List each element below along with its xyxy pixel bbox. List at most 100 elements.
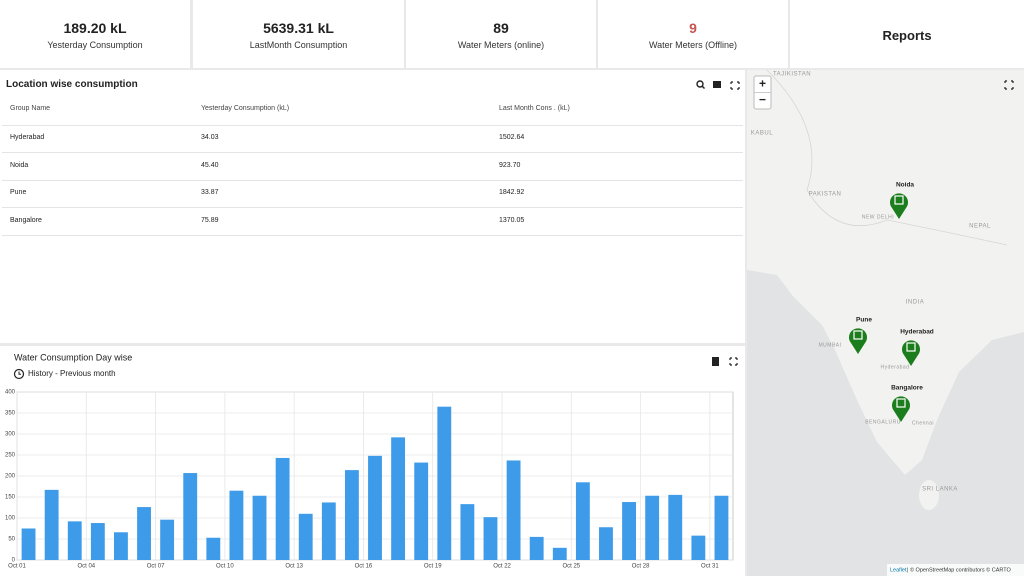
marker-label: Hyderabad bbox=[900, 329, 934, 336]
x-tick-label: Oct 07 bbox=[147, 564, 165, 570]
bar bbox=[183, 473, 198, 560]
bar bbox=[668, 494, 683, 560]
marker-label: Pune bbox=[856, 317, 872, 324]
chart-panel: Water Consumption Day wise History - Pre… bbox=[0, 346, 745, 576]
bar bbox=[67, 521, 82, 560]
search-icon-handle bbox=[701, 85, 705, 89]
column-header: Group Name bbox=[10, 105, 51, 112]
y-tick-label: 350 bbox=[5, 411, 16, 417]
marker-icon bbox=[896, 398, 906, 408]
row-separator bbox=[2, 125, 743, 126]
map-label: SRI LANKA bbox=[922, 487, 958, 493]
bar bbox=[44, 489, 59, 560]
y-tick-label: 400 bbox=[5, 390, 16, 396]
map-label: TAJIKISTAN bbox=[773, 72, 811, 78]
bar bbox=[460, 504, 475, 560]
table-cell: Bangalore bbox=[10, 216, 42, 224]
row-separator bbox=[2, 234, 743, 236]
map-label: INDIA bbox=[906, 300, 925, 306]
map-island bbox=[919, 480, 939, 510]
zoom-in[interactable]: + bbox=[759, 77, 766, 91]
kpi-value: 5639.31 kL bbox=[263, 20, 334, 36]
table-cell: 1370.05 bbox=[499, 216, 525, 224]
bar bbox=[114, 532, 128, 560]
table-cell: 923.70 bbox=[499, 161, 521, 169]
kpi-card: 189.20 kL Yesterday Consumption bbox=[0, 0, 190, 68]
y-tick-label: 250 bbox=[5, 453, 16, 459]
y-tick-label: 300 bbox=[5, 432, 16, 438]
bar bbox=[275, 457, 290, 560]
kpi-card: 89 Water Meters (online) bbox=[406, 0, 596, 68]
bar bbox=[645, 495, 660, 560]
clock-icon bbox=[13, 368, 25, 380]
y-tick-label: 0 bbox=[12, 558, 16, 564]
table-cell: 33.87 bbox=[201, 189, 219, 196]
kpi-label: Water Meters (Offline) bbox=[648, 40, 738, 50]
kpi-label: LastMonth Consumption bbox=[249, 40, 348, 50]
map-label: PAKISTAN bbox=[809, 192, 842, 198]
columns-icon[interactable] bbox=[713, 81, 721, 88]
x-tick-label: Oct 10 bbox=[216, 564, 234, 570]
table-cell: 1842.92 bbox=[499, 189, 525, 196]
marker-icon bbox=[906, 342, 916, 352]
x-tick-label: Oct 25 bbox=[562, 564, 580, 570]
bar bbox=[437, 406, 452, 560]
map-label: NEPAL bbox=[969, 224, 991, 230]
x-tick-label: Oct 01 bbox=[8, 564, 26, 570]
y-tick-label: 200 bbox=[5, 474, 16, 480]
map-sea bbox=[747, 270, 1024, 576]
x-tick-label: Oct 31 bbox=[701, 564, 719, 570]
bar bbox=[622, 502, 636, 560]
attribution-bg bbox=[887, 564, 1024, 576]
map-fullscreen-icon[interactable] bbox=[1004, 80, 1014, 90]
reports-link[interactable]: Reports bbox=[882, 28, 932, 43]
row-separator bbox=[2, 152, 743, 153]
y-tick-label: 150 bbox=[5, 495, 16, 501]
kpi-label: Yesterday Consumption bbox=[47, 40, 143, 50]
bar bbox=[575, 482, 590, 560]
bar bbox=[414, 462, 429, 560]
table-title: Location wise consumption bbox=[6, 79, 138, 90]
x-tick-label: Oct 19 bbox=[424, 564, 442, 570]
chart-title: Water Consumption Day wise bbox=[14, 352, 132, 362]
bar bbox=[137, 507, 151, 560]
table-toolbar bbox=[696, 80, 740, 90]
y-tick-label: 100 bbox=[5, 516, 16, 522]
x-tick-label: Oct 16 bbox=[355, 564, 373, 570]
bar bbox=[529, 536, 544, 560]
bar bbox=[691, 535, 706, 560]
attribution-link[interactable]: Leaflet bbox=[890, 567, 907, 573]
bar bbox=[714, 495, 729, 560]
bar bbox=[298, 513, 313, 560]
row-separator bbox=[2, 207, 743, 208]
map-label: KABUL bbox=[751, 131, 773, 137]
map[interactable]: + − TAJIKISTAN KABUL PAKISTAN NEW DELHI NEPAL I… bbox=[747, 70, 1024, 576]
zoom-out[interactable]: − bbox=[759, 93, 766, 107]
kpi-value: 9 bbox=[689, 20, 697, 36]
map-label: NEW DELHI bbox=[862, 214, 894, 220]
bar bbox=[344, 470, 359, 560]
bar bbox=[321, 502, 336, 560]
attribution-text: | © OpenStreetMap contributors © CARTO bbox=[907, 566, 1012, 573]
x-tick-label: Oct 22 bbox=[493, 564, 511, 570]
kpi-value: 89 bbox=[493, 20, 509, 36]
export-icon[interactable] bbox=[712, 357, 719, 366]
bar bbox=[252, 495, 267, 560]
fullscreen-icon[interactable] bbox=[729, 357, 738, 366]
y-tick-label: 50 bbox=[8, 537, 15, 543]
map-label: BENGALURU bbox=[865, 419, 901, 425]
row-separator bbox=[2, 179, 743, 181]
bar bbox=[552, 547, 567, 560]
table-cell: 45.40 bbox=[201, 161, 219, 169]
fullscreen-icon[interactable] bbox=[730, 81, 740, 90]
bar bbox=[368, 455, 382, 560]
map-panel[interactable]: + − TAJIKISTAN KABUL PAKISTAN NEW DELHI NEPAL I… bbox=[747, 70, 1024, 576]
reports-card[interactable]: Reports bbox=[790, 0, 1024, 68]
x-tick-label: Oct 28 bbox=[632, 564, 650, 570]
search-icon[interactable] bbox=[696, 80, 704, 88]
kpi-value: 189.20 kL bbox=[63, 20, 127, 36]
chart-subtitle: History - Previous month bbox=[28, 369, 116, 378]
bar bbox=[483, 517, 498, 560]
kpi-label: Water Meters (online) bbox=[457, 40, 545, 50]
